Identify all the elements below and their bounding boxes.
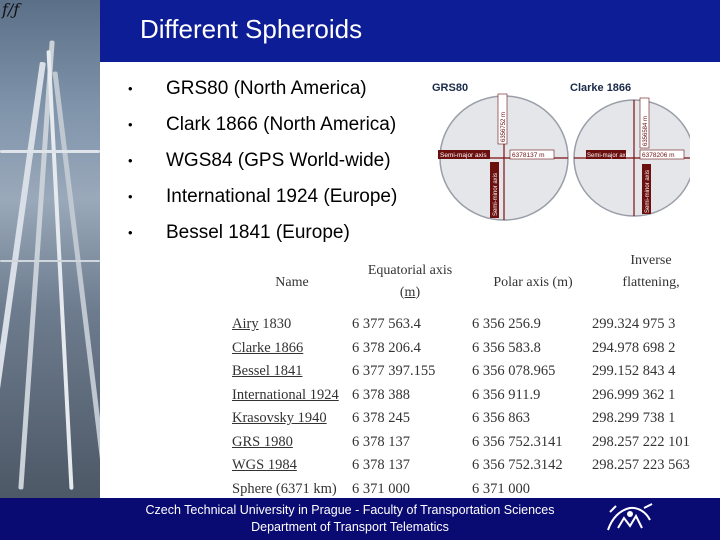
clarke-major-label-box — [586, 150, 626, 159]
equatorial-header-unit: (m) — [399, 285, 421, 300]
bullet-text: GRS80 (North America) — [166, 78, 367, 99]
clarke-major-value: 6378206 m — [642, 152, 675, 159]
table-cell-inverse: 298.299 738 1 — [592, 410, 676, 426]
table-cell-polar: 6 356 078.965 — [472, 363, 556, 379]
table-cell-equatorial: 6 371 000 — [352, 480, 410, 497]
clarke-minor-value-box — [639, 97, 650, 149]
bullet-text: Clark 1866 (North America) — [166, 114, 397, 135]
bullet-text: International 1924 (Europe) — [166, 186, 398, 207]
table-cell-name: GRS 1980 — [232, 434, 293, 451]
table-cell-equatorial: 6 378 137 — [352, 457, 410, 473]
decorative-highway-photo — [0, 0, 100, 498]
table-cell-name: WGS 1984 — [232, 457, 297, 474]
clarke-minor-label: Semi-minor axis — [645, 170, 651, 213]
bullet-text: Bessel 1841 (Europe) — [166, 222, 350, 243]
grs80-major-value: 6378137 m — [512, 152, 545, 159]
table-cell-inverse: 298.257 223 563 — [592, 457, 690, 473]
spheroid-diagram: Semi-major axis 6378137 m Semi-major axi… — [438, 93, 690, 221]
figure-label-grs80: GRS80 — [432, 82, 469, 94]
bullet-icon: • — [128, 225, 133, 240]
bullet-text: WGS84 (GPS World-wide) — [166, 150, 391, 171]
table-cell-inverse: 299.152 843 4 — [592, 363, 676, 379]
table-cell-equatorial: 6 377 563.4 — [352, 316, 421, 332]
column-header-equatorial: Equatorial axis (m) — [350, 260, 470, 304]
table-cell-name: Airy 1830 — [232, 316, 291, 333]
table-cell-polar: 6 356 752.3142 — [472, 457, 563, 473]
table-cell-equatorial: 6 378 206.4 — [352, 339, 421, 356]
table-cell-inverse: 298.257 222 101 — [592, 433, 690, 450]
grs80-minor-value: 6356752 m — [501, 112, 507, 142]
table-cell-polar: 6 356 256.9 — [472, 316, 541, 332]
spheroid-name-link[interactable]: Clarke 1866 — [232, 339, 304, 356]
corner-logo: f/ƒ — [2, 0, 20, 19]
table-cell-equatorial: 6 378 137 — [352, 433, 410, 450]
spheroid-comparison-figure: GRS80 Clarke 1866 Semi-major axis 637813… — [428, 80, 690, 230]
grs80-minor-value-box — [497, 93, 508, 145]
spheroid-name-text: 1830 — [258, 316, 292, 332]
figure-label-clarke: Clarke 1866 — [570, 82, 632, 94]
spheroid-name-link[interactable]: WGS 1984 — [232, 457, 297, 473]
table-cell-inverse: 299.324 975 3 — [592, 316, 676, 332]
grs80-major-label-box — [438, 150, 490, 159]
table-cell-name: International 1924 — [232, 387, 339, 404]
bullet-item: • Clark 1866 (North America) — [128, 110, 397, 146]
equatorial-unit-link[interactable]: m — [404, 285, 416, 300]
table-cell-equatorial: 6 378 245 — [352, 410, 410, 426]
spheroid-name-link[interactable]: GRS 1980 — [232, 433, 293, 450]
table-cell-polar: 6 356 863 — [472, 410, 530, 426]
table-cell-polar: 6 356 752.3141 — [472, 433, 563, 450]
grs80-minor-label: Semi-minor axis — [493, 173, 499, 216]
table-cell-polar: 6 356 911.9 — [472, 386, 541, 403]
bullet-item: • WGS84 (GPS World-wide) — [128, 146, 397, 182]
bullet-icon: • — [128, 117, 133, 132]
bullet-item: • GRS80 (North America) — [128, 74, 397, 110]
bullet-item: • Bessel 1841 (Europe) — [128, 218, 397, 254]
clarke-minor-value: 6356584 m — [643, 116, 649, 146]
university-lion-logo — [607, 503, 653, 531]
table-cell-polar: 6 356 583.8 — [472, 339, 541, 356]
bullet-item: • International 1924 (Europe) — [128, 182, 397, 218]
footer-line-2: Department of Transport Telematics — [251, 520, 449, 534]
clarke-major-label: Semi-major axis — [587, 153, 630, 159]
equatorial-header-text: Equatorial axis — [367, 263, 453, 278]
column-header-inverse: Inverse flattening, — [622, 253, 680, 290]
table-cell-name: Bessel 1841 — [232, 363, 302, 380]
column-header-name: Name — [275, 275, 309, 290]
bullet-icon: • — [128, 81, 133, 96]
header-band — [100, 0, 720, 62]
spheroid-bullet-list: • GRS80 (North America) • Clark 1866 (Nort… — [128, 74, 397, 254]
table-cell-inverse: 294.978 698 2 — [592, 339, 676, 356]
clarke-major-value-box — [639, 149, 685, 160]
bullet-icon: • — [128, 153, 133, 168]
footer-line-1: Czech Technical University in Prague - F… — [145, 503, 555, 517]
spheroid-name-link[interactable]: International 1924 — [232, 386, 339, 403]
table-cell-name: Sphere (6371 km) — [232, 481, 337, 498]
grs80-major-label: Semi-major axis — [440, 152, 487, 159]
spheroid-name-link[interactable]: Krasovsky 1940 — [232, 410, 327, 426]
table-cell-equatorial: 6 377 397.155 — [352, 363, 436, 379]
grs80-minor-label-box — [490, 162, 499, 218]
bullet-icon: • — [128, 189, 133, 204]
table-cell-name: Krasovsky 1940 — [232, 410, 327, 427]
table-cell-name: Clarke 1866 — [232, 340, 303, 357]
spheroid-name-text: Sphere (6371 km) — [232, 480, 337, 497]
spheroid-name-link[interactable]: Airy — [232, 316, 259, 332]
footer-band — [0, 498, 720, 540]
clarke-minor-label-box — [642, 164, 651, 214]
slide-title: Different Spheroids — [140, 14, 363, 44]
grs80-major-value-box — [509, 149, 555, 160]
spheroid-name-link[interactable]: Bessel 1841 — [232, 363, 303, 379]
column-header-polar: Polar axis (m) — [493, 275, 573, 290]
table-cell-inverse: 296.999 362 1 — [592, 386, 676, 403]
table-cell-equatorial: 6 378 388 — [352, 386, 410, 403]
table-cell-polar: 6 371 000 — [472, 480, 530, 497]
